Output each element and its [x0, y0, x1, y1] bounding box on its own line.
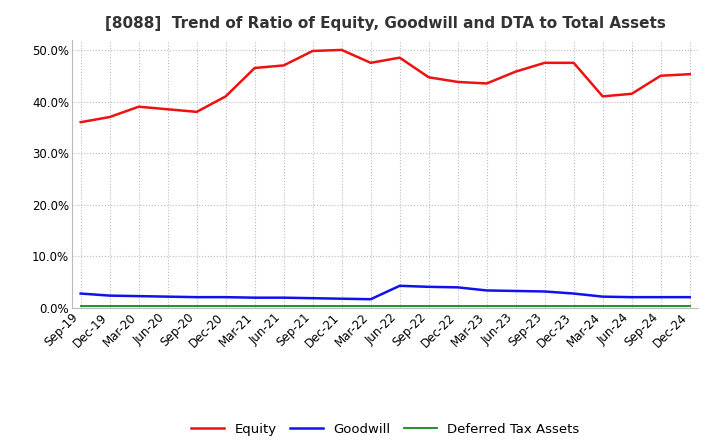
Goodwill [279, 295, 288, 301]
Equity [366, 60, 375, 66]
Equity [251, 66, 259, 71]
Goodwill [598, 294, 607, 299]
Deferred Tax Assets [192, 303, 201, 308]
Equity [657, 73, 665, 78]
Goodwill [395, 283, 404, 289]
Goodwill [511, 288, 520, 293]
Deferred Tax Assets [308, 303, 317, 308]
Deferred Tax Assets [366, 303, 375, 308]
Goodwill [163, 294, 172, 299]
Deferred Tax Assets [163, 303, 172, 308]
Equity [424, 75, 433, 80]
Equity [511, 69, 520, 74]
Goodwill [76, 291, 85, 296]
Goodwill [308, 296, 317, 301]
Deferred Tax Assets [685, 303, 694, 308]
Equity [338, 47, 346, 52]
Deferred Tax Assets [395, 303, 404, 308]
Equity [308, 48, 317, 54]
Deferred Tax Assets [570, 303, 578, 308]
Equity [76, 120, 85, 125]
Line: Equity: Equity [81, 50, 690, 122]
Deferred Tax Assets [657, 303, 665, 308]
Legend: Equity, Goodwill, Deferred Tax Assets: Equity, Goodwill, Deferred Tax Assets [186, 418, 585, 440]
Equity [541, 60, 549, 66]
Goodwill [338, 296, 346, 301]
Title: [8088]  Trend of Ratio of Equity, Goodwill and DTA to Total Assets: [8088] Trend of Ratio of Equity, Goodwil… [105, 16, 665, 32]
Deferred Tax Assets [541, 303, 549, 308]
Deferred Tax Assets [221, 303, 230, 308]
Goodwill [454, 285, 462, 290]
Deferred Tax Assets [598, 303, 607, 308]
Deferred Tax Assets [251, 303, 259, 308]
Goodwill [657, 294, 665, 300]
Equity [192, 109, 201, 114]
Equity [482, 81, 491, 86]
Line: Goodwill: Goodwill [81, 286, 690, 299]
Equity [135, 104, 143, 109]
Goodwill [685, 294, 694, 300]
Equity [598, 94, 607, 99]
Equity [105, 114, 114, 120]
Equity [454, 79, 462, 84]
Goodwill [105, 293, 114, 298]
Goodwill [192, 294, 201, 300]
Goodwill [135, 293, 143, 299]
Goodwill [221, 294, 230, 300]
Deferred Tax Assets [105, 303, 114, 308]
Goodwill [424, 284, 433, 290]
Goodwill [251, 295, 259, 301]
Deferred Tax Assets [424, 303, 433, 308]
Deferred Tax Assets [627, 303, 636, 308]
Equity [279, 63, 288, 68]
Deferred Tax Assets [279, 303, 288, 308]
Equity [570, 60, 578, 66]
Deferred Tax Assets [76, 303, 85, 308]
Goodwill [482, 288, 491, 293]
Goodwill [570, 291, 578, 296]
Equity [163, 106, 172, 112]
Goodwill [366, 297, 375, 302]
Equity [685, 72, 694, 77]
Deferred Tax Assets [338, 303, 346, 308]
Deferred Tax Assets [135, 303, 143, 308]
Equity [627, 91, 636, 96]
Goodwill [627, 294, 636, 300]
Deferred Tax Assets [454, 303, 462, 308]
Deferred Tax Assets [482, 303, 491, 308]
Equity [395, 55, 404, 60]
Equity [221, 94, 230, 99]
Deferred Tax Assets [511, 303, 520, 308]
Goodwill [541, 289, 549, 294]
